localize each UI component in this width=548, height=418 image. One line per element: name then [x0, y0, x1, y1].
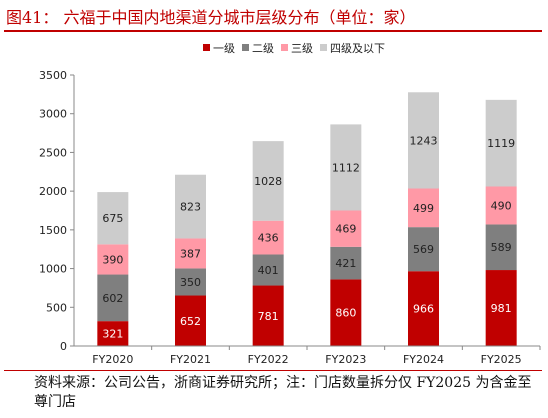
bar-segment	[97, 192, 129, 245]
bar-segment	[408, 92, 439, 189]
bar-segment	[175, 238, 206, 269]
x-tick-label: FY2025	[481, 353, 522, 366]
legend-swatch	[242, 44, 249, 51]
y-tick-label: 0	[60, 340, 67, 353]
bar-stack-fy2023: 860 421 469 1112	[330, 124, 362, 346]
y-tick-label: 3000	[39, 108, 67, 121]
y-tick-label: 1000	[39, 263, 67, 276]
bar-segment	[485, 270, 517, 346]
bar-segment	[97, 321, 129, 346]
stacked-bar-chart: 一级 二级 三级 四级及以下 0500100015002000250030003500…	[39, 42, 541, 366]
bar-segment	[485, 186, 517, 225]
data-label: 1119	[487, 137, 515, 150]
bar-segment	[408, 188, 439, 228]
bar-segment	[97, 244, 129, 275]
bar-segment	[175, 268, 206, 296]
legend-item: 三级	[281, 42, 313, 55]
bar-segment	[408, 227, 439, 272]
bar-segment	[330, 210, 362, 247]
x-axis: FY2020 FY2021 FY2022 FY2023 FY2024 FY2025	[74, 345, 541, 366]
bar-segment	[330, 246, 362, 280]
legend-item: 一级	[203, 42, 235, 55]
data-label: 981	[491, 302, 512, 315]
legend-swatch	[203, 44, 210, 51]
bar-segment	[252, 141, 284, 221]
bar-segment	[408, 271, 439, 346]
data-label: 490	[491, 199, 512, 212]
data-label: 1243	[410, 134, 438, 147]
x-tick-label: FY2024	[403, 353, 444, 366]
bar-area: 321 602 390 675 652 350 387 823 781 401 436 1028 860…	[97, 92, 517, 346]
bar-stack-fy2022: 781 401 436 1028	[252, 141, 284, 346]
bar-segment	[485, 224, 517, 271]
title-divider	[4, 30, 542, 32]
bar-segment	[330, 124, 362, 211]
bar-stack-fy2021: 652 350 387 823	[175, 174, 206, 346]
legend-label: 三级	[291, 42, 313, 55]
data-label: 569	[413, 243, 434, 256]
y-tick-label: 2000	[39, 185, 67, 198]
legend-item: 二级	[242, 42, 274, 55]
x-tick-label: FY2023	[325, 353, 366, 366]
legend-item: 四级及以下	[320, 42, 385, 55]
bar-stack-fy2024: 966 569 499 1243	[408, 92, 439, 346]
bar-segment	[175, 295, 206, 346]
data-label: 499	[413, 202, 434, 215]
data-label: 675	[102, 212, 123, 225]
data-label: 390	[102, 253, 123, 266]
data-label: 401	[258, 264, 279, 277]
data-label: 387	[180, 247, 201, 260]
bar-segment	[252, 285, 284, 346]
data-label: 823	[180, 201, 201, 214]
data-label: 589	[491, 241, 512, 254]
data-label: 1028	[254, 175, 282, 188]
data-label: 860	[335, 307, 356, 320]
bar-segment	[252, 254, 284, 286]
legend-label: 四级及以下	[330, 42, 385, 55]
legend-label: 一级	[213, 42, 235, 55]
figure-title: 图41： 六福于中国内地渠道分城市层级分布（单位：家）	[6, 8, 416, 27]
data-label: 321	[102, 328, 123, 341]
legend-label: 二级	[252, 42, 274, 55]
data-label: 602	[102, 292, 123, 305]
bar-stack-fy2025: 981 589 490 1119	[485, 99, 517, 346]
y-tick-label: 2500	[39, 146, 67, 159]
x-tick-label: FY2020	[92, 353, 133, 366]
data-label: 350	[180, 276, 201, 289]
bar-segment	[485, 99, 517, 187]
x-tick-label: FY2021	[170, 353, 211, 366]
legend-swatch	[320, 44, 327, 51]
source-note: 资料来源：公司公告，浙商证券研究所；注：门店数量拆分仅 FY2025 为含金至尊…	[34, 375, 532, 410]
bar-segment	[97, 274, 129, 322]
data-label: 421	[335, 257, 356, 270]
data-label: 781	[258, 310, 279, 323]
y-tick-label: 500	[46, 301, 67, 314]
data-label: 436	[258, 232, 279, 245]
source-divider	[4, 370, 542, 371]
data-label: 966	[413, 303, 434, 316]
y-axis: 0 500 1000 1500 2000 2500 3000 3500	[39, 69, 75, 353]
bar-segment	[175, 174, 206, 239]
legend: 一级 二级 三级 四级及以下	[203, 42, 385, 55]
data-label: 652	[180, 315, 201, 328]
x-tick-label: FY2022	[248, 353, 289, 366]
data-label: 1112	[332, 161, 360, 174]
y-tick-label: 1500	[39, 224, 67, 237]
bar-stack-fy2020: 321 602 390 675	[97, 192, 129, 346]
bar-segment	[252, 220, 284, 255]
y-tick-label: 3500	[39, 69, 67, 82]
bar-segment	[330, 279, 362, 346]
legend-swatch	[281, 44, 288, 51]
data-label: 469	[335, 223, 356, 236]
